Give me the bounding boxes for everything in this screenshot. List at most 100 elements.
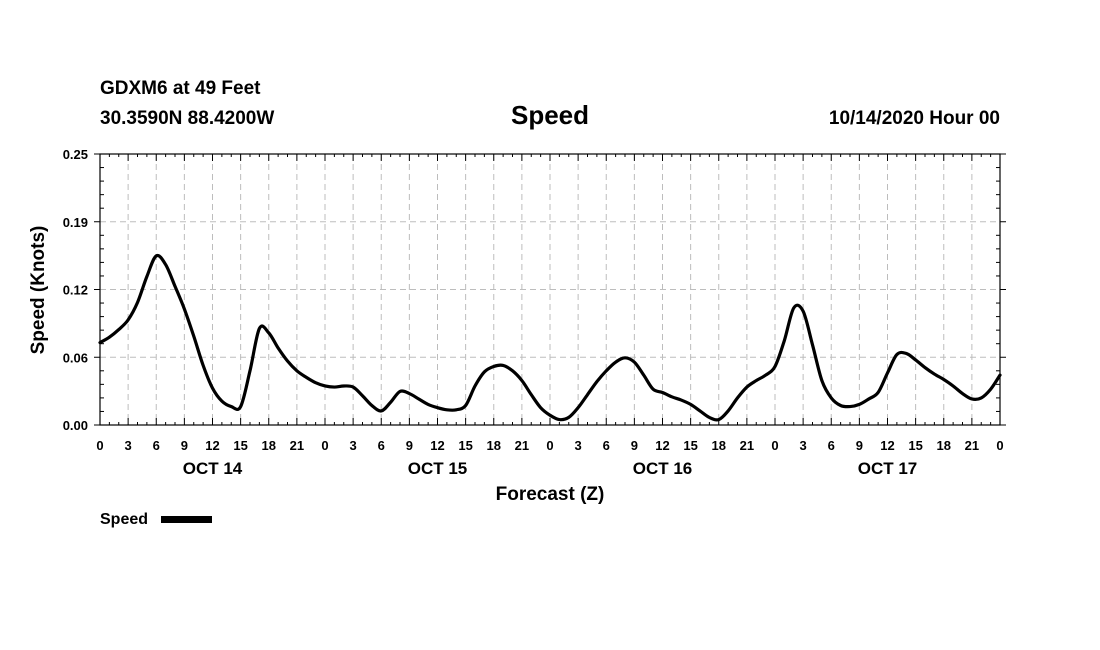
data-point <box>783 339 785 342</box>
data-point <box>605 370 607 372</box>
data-point <box>671 396 673 398</box>
x-tick-label: 12 <box>655 438 669 453</box>
data-point <box>352 386 354 388</box>
x-tick-label: 9 <box>856 438 863 453</box>
data-point <box>296 370 298 372</box>
data-point <box>521 379 523 382</box>
data-point <box>540 407 542 409</box>
legend-label: Speed <box>100 511 148 528</box>
data-point <box>446 409 448 411</box>
data-point <box>746 386 748 388</box>
data-point <box>193 335 195 337</box>
data-point <box>952 385 954 387</box>
data-point <box>661 391 664 394</box>
x-tick-label: 18 <box>937 438 951 453</box>
data-point <box>127 319 129 321</box>
data-point <box>108 336 110 338</box>
data-point <box>990 388 992 390</box>
data-point <box>474 385 476 387</box>
data-point <box>736 397 739 399</box>
data-point <box>315 382 317 384</box>
data-point <box>849 405 851 408</box>
data-point <box>286 360 289 362</box>
data-point <box>924 366 926 369</box>
data-point <box>436 407 439 409</box>
data-point <box>868 398 870 400</box>
data-point <box>230 405 232 408</box>
x-tick-label: 15 <box>458 438 472 453</box>
data-point <box>418 398 420 400</box>
x-tick-label: 6 <box>378 438 385 453</box>
x-tick-label: 18 <box>487 438 501 453</box>
data-point <box>511 370 514 372</box>
day-label: OCT 16 <box>633 459 693 478</box>
series-group <box>98 253 1002 422</box>
x-tick-label: 18 <box>262 438 276 453</box>
data-point <box>277 347 279 349</box>
x-tick-label: 15 <box>683 438 697 453</box>
data-point <box>324 385 326 387</box>
data-point <box>652 388 654 390</box>
data-point <box>886 372 889 374</box>
x-tick-label: 15 <box>233 438 247 453</box>
x-axis-label: Forecast (Z) <box>496 484 605 505</box>
x-tick-label: 0 <box>321 438 328 453</box>
data-point <box>221 400 223 402</box>
x-tick-label: 0 <box>96 438 103 453</box>
data-point <box>633 361 635 363</box>
plot-frame <box>99 153 1001 426</box>
y-tick-label: 0.12 <box>63 283 88 298</box>
data-point <box>146 275 148 278</box>
data-point <box>858 403 860 405</box>
data-point <box>811 344 814 346</box>
y-tick-label: 0.25 <box>63 147 88 162</box>
y-tick-labels: 0.00 0.06 0.12 0.19 0.25 <box>63 147 88 433</box>
chart-title: Speed <box>511 100 589 130</box>
x-tick-label: 0 <box>771 438 778 453</box>
x-tick-label: 0 <box>546 438 553 453</box>
data-point <box>305 376 307 378</box>
data-point <box>408 392 410 395</box>
x-tick-label: 3 <box>350 438 357 453</box>
data-point <box>258 327 260 330</box>
day-label: OCT 14 <box>183 459 243 478</box>
data-point <box>718 418 720 421</box>
data-point <box>333 386 335 388</box>
station-label: GDXM6 at 49 Feet <box>100 78 261 99</box>
data-point <box>483 371 485 373</box>
data-point <box>961 392 964 395</box>
data-point <box>643 374 645 376</box>
data-point <box>118 329 120 331</box>
data-point <box>793 307 795 309</box>
data-point <box>202 364 204 366</box>
data-point <box>399 390 401 392</box>
data-point <box>586 394 589 396</box>
data-point <box>268 332 270 334</box>
data-point <box>136 301 139 304</box>
x-tick-label: 9 <box>631 438 638 453</box>
data-point <box>896 353 898 356</box>
data-point <box>755 379 757 382</box>
x-tick-label: 15 <box>908 438 922 453</box>
data-point <box>465 404 467 407</box>
x-tick-label: 3 <box>125 438 132 453</box>
data-point <box>343 385 345 387</box>
data-point <box>165 263 167 266</box>
data-point <box>596 381 598 383</box>
x-tick-label: 12 <box>880 438 894 453</box>
data-point <box>577 407 579 409</box>
data-point <box>530 394 532 396</box>
data-point <box>361 395 364 397</box>
data-point <box>371 404 373 407</box>
x-tick-label: 21 <box>290 438 304 453</box>
y-tick-label: 0.19 <box>63 215 88 230</box>
data-point <box>624 357 626 359</box>
data-point <box>877 391 879 394</box>
data-point <box>840 404 842 407</box>
legend: Speed <box>100 511 212 528</box>
x-tick-label: 21 <box>740 438 754 453</box>
data-point <box>455 409 457 411</box>
x-tick-label: 6 <box>828 438 835 453</box>
day-label: OCT 15 <box>408 459 468 478</box>
